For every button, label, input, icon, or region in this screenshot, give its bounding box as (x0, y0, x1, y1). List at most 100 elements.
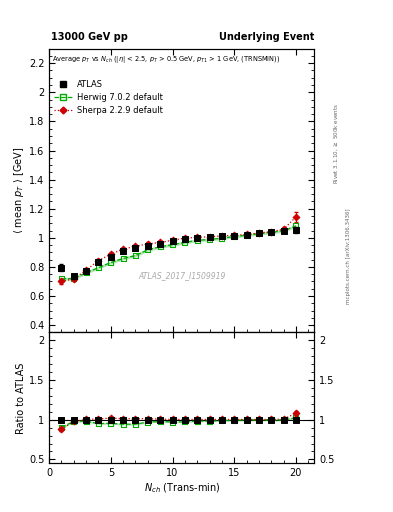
Point (231, 416, 237, 424)
Point (58, 275, 64, 283)
Point (293, 416, 299, 424)
Point (157, 239, 163, 247)
Point (145, 415, 151, 423)
Point (83, 266, 89, 274)
Point (95, 264, 102, 272)
Point (231, 231, 237, 240)
Point (293, 409, 299, 417)
Point (268, 416, 274, 424)
Point (206, 236, 213, 244)
Point (268, 416, 274, 424)
Point (182, 239, 188, 247)
Point (293, 222, 299, 230)
Point (145, 418, 151, 426)
Point (169, 415, 176, 423)
Text: 13000 GeV pp: 13000 GeV pp (51, 32, 128, 42)
Point (243, 231, 250, 239)
Point (169, 416, 176, 424)
Point (145, 242, 151, 250)
Point (132, 242, 139, 250)
Point (169, 241, 176, 249)
Point (219, 232, 225, 241)
Point (182, 234, 188, 242)
Point (268, 227, 274, 236)
Point (71, 417, 77, 425)
Point (268, 415, 274, 423)
Point (71, 274, 77, 283)
Point (83, 266, 89, 274)
Point (194, 233, 200, 242)
Point (95, 419, 102, 428)
Point (281, 415, 287, 423)
Point (281, 226, 287, 234)
Point (281, 416, 287, 424)
Point (58, 416, 64, 424)
Point (281, 225, 287, 233)
Point (120, 420, 126, 429)
Point (71, 275, 77, 283)
Point (206, 233, 213, 241)
Point (293, 414, 299, 422)
Point (145, 416, 151, 424)
Point (194, 416, 200, 424)
Text: Average $p_T$ vs $N_{ch}$ ($|\eta|$ < 2.5, $p_T$ > 0.5 GeV, $p_{T1}$ > 1 GeV, (T: Average $p_T$ vs $N_{ch}$ ($|\eta|$ < 2.… (52, 54, 280, 66)
Point (293, 226, 299, 234)
Point (132, 415, 139, 423)
Point (120, 245, 126, 253)
Point (83, 416, 89, 424)
Point (157, 415, 163, 423)
Point (243, 416, 250, 424)
Point (145, 240, 151, 248)
Legend: ATLAS, Herwig 7.0.2 default, Sherpa 2.2.9 default: ATLAS, Herwig 7.0.2 default, Sherpa 2.2.… (54, 79, 163, 115)
Point (71, 272, 77, 281)
Point (95, 257, 102, 265)
Point (219, 415, 225, 423)
Point (169, 236, 176, 244)
Point (71, 416, 77, 424)
Point (58, 264, 64, 272)
Point (194, 236, 200, 244)
Point (145, 246, 151, 254)
Point (206, 417, 213, 425)
Point (194, 417, 200, 425)
Point (231, 232, 237, 241)
Point (58, 423, 64, 432)
Point (83, 415, 89, 423)
Point (206, 232, 213, 241)
Point (120, 247, 126, 255)
Point (219, 234, 225, 242)
Point (243, 231, 250, 239)
Point (83, 269, 89, 277)
Point (231, 416, 237, 424)
Point (132, 244, 139, 252)
Point (281, 227, 287, 235)
Point (206, 416, 213, 424)
Point (108, 416, 114, 424)
Point (219, 417, 225, 425)
Text: mcplots.cern.ch [arXiv:1306.3436]: mcplots.cern.ch [arXiv:1306.3436] (346, 208, 351, 304)
Point (256, 229, 262, 237)
Point (256, 230, 262, 238)
Point (194, 415, 200, 423)
Y-axis label: Ratio to ATLAS: Ratio to ATLAS (16, 362, 26, 434)
Point (108, 250, 114, 258)
Point (256, 416, 262, 424)
Point (120, 254, 126, 263)
Point (108, 259, 114, 267)
Point (108, 419, 114, 428)
Point (157, 240, 163, 248)
Point (182, 415, 188, 423)
Point (71, 417, 77, 425)
Point (108, 252, 114, 261)
Point (58, 278, 64, 286)
Point (132, 416, 139, 424)
Point (256, 415, 262, 423)
Point (231, 231, 237, 239)
Point (83, 417, 89, 425)
X-axis label: $N_{ch}$ (Trans-min): $N_{ch}$ (Trans-min) (143, 481, 220, 495)
Point (243, 415, 250, 423)
Point (157, 416, 163, 424)
Point (58, 425, 64, 433)
Text: ATLAS_2017_I1509919: ATLAS_2017_I1509919 (138, 271, 226, 280)
Point (157, 243, 163, 251)
